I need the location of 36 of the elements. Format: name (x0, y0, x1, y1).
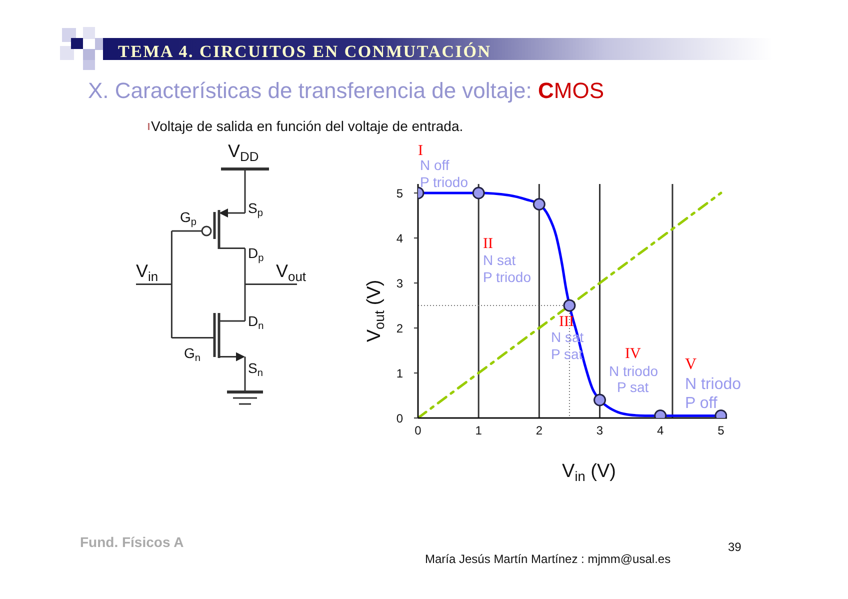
x-tick-label: 1 (475, 424, 482, 438)
annotation: N triodo (685, 376, 742, 393)
annotation: P triodo (420, 174, 468, 190)
annotation: P triodo (483, 269, 532, 285)
text: I (418, 143, 423, 159)
point (532, 198, 546, 210)
point (472, 186, 485, 200)
annotation: II (483, 236, 493, 252)
y-tick-label: 2 (396, 321, 404, 336)
x-tick-label: 5 (718, 424, 725, 438)
annotation: N sat (483, 252, 516, 268)
y-tick-label: 0 (396, 411, 404, 426)
point (563, 299, 576, 312)
annotation: V (685, 356, 697, 373)
circuit-diagram: V$_{DD}$ S$_{p}$ G$_{p}$ D$_{p}$ V$_{in}$ V$_{out}$ D$_{n}$ G$_{n}$ S$_{n}$ (136, 141, 306, 405)
annotation: P off (685, 395, 718, 412)
annotation: III (559, 314, 574, 330)
annotation: IV (625, 346, 641, 362)
y-tick-label: 4 (396, 231, 404, 246)
text: María Jesús Martín Martínez : mjmm@usal.es (425, 552, 671, 566)
x-axis-title: V$_{in}$ (V) (562, 461, 616, 484)
y-tick-label: 5 (396, 186, 404, 200)
annotation: N triodo (609, 363, 658, 379)
text: N off (420, 157, 450, 173)
text: 39 (728, 540, 742, 554)
chart-title: X. Características de transferencia de voltaje: CMOS (88, 78, 604, 103)
x-tick-label: 3 (596, 424, 604, 438)
annotation: P sat (617, 379, 649, 395)
text: Fund. Físicos A (80, 534, 184, 550)
text: TEMA 4. CIRCUITOS EN CONMUTACIÓN (118, 42, 491, 61)
y-tick-label: 3 (396, 276, 404, 290)
y-tick-label: 1 (396, 366, 404, 380)
x-tick-label: 0 (414, 424, 422, 438)
x-tick-label: 2 (536, 424, 543, 438)
x-tick-label: 4 (657, 424, 664, 438)
chart-subtitle: Voltaje de salida en función del voltaje de entrada. (151, 118, 464, 134)
